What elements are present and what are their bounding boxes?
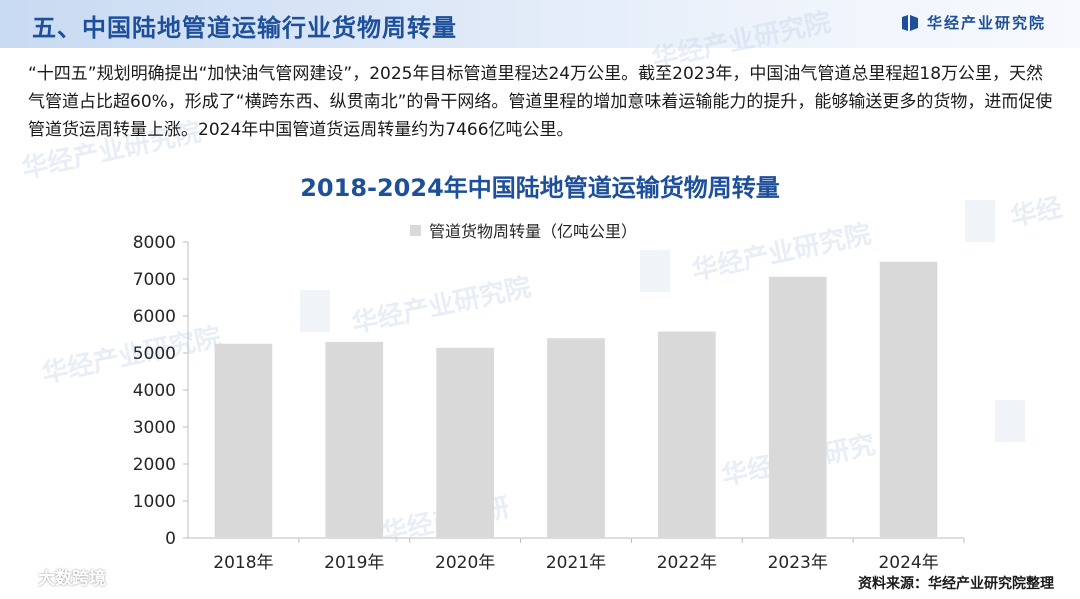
x-tick-label: 2023年 xyxy=(768,553,828,573)
header-band xyxy=(0,0,1080,48)
bar xyxy=(325,341,384,538)
bar xyxy=(768,276,827,538)
y-tick-label: 3000 xyxy=(133,418,176,438)
y-tick-label: 0 xyxy=(165,529,176,549)
legend-swatch xyxy=(410,224,421,236)
bar xyxy=(436,347,494,538)
x-tick-label: 2019年 xyxy=(324,553,384,573)
bar xyxy=(879,261,938,538)
y-tick-label: 5000 xyxy=(133,344,176,364)
channel-watermark: 大数跨境 xyxy=(10,564,106,589)
y-tick-label: 7000 xyxy=(133,270,176,290)
brand-name: 华经产业研究院 xyxy=(926,14,1046,32)
x-tick-label: 2020年 xyxy=(435,553,495,573)
y-tick-label: 4000 xyxy=(133,381,176,401)
bar xyxy=(658,331,716,538)
x-tick-label: 2024年 xyxy=(878,553,938,573)
y-tick-label: 2000 xyxy=(133,455,176,475)
chart-legend: 管道货物周转量（亿吨公里） xyxy=(410,218,637,242)
source-note: 资料来源：华经产业研究院整理 xyxy=(858,576,1054,592)
brand-logo-icon xyxy=(901,14,918,31)
x-tick-label: 2018年 xyxy=(213,553,273,573)
x-tick-label: 2022年 xyxy=(657,553,717,573)
intro-paragraph: “十四五”规划明确提出“加快油气管网建设”，2025年目标管道里程达24万公里。… xyxy=(28,64,1053,140)
chat-bubble-icon xyxy=(10,569,32,584)
channel-name: 大数跨境 xyxy=(38,569,106,589)
legend-label: 管道货物周转量（亿吨公里） xyxy=(429,222,638,241)
page-title: 五、中国陆地管道运输行业货物周转量 xyxy=(32,14,457,42)
bar xyxy=(547,338,605,538)
chart-title: 2018-2024年中国陆地管道运输货物周转量 xyxy=(300,174,780,202)
brand: 华经产业研究院 xyxy=(901,12,1046,33)
y-tick-label: 6000 xyxy=(133,307,176,327)
y-tick-label: 1000 xyxy=(133,492,176,512)
y-tick-label: 8000 xyxy=(133,233,176,253)
bar xyxy=(214,343,273,538)
x-tick-label: 2021年 xyxy=(546,553,606,573)
